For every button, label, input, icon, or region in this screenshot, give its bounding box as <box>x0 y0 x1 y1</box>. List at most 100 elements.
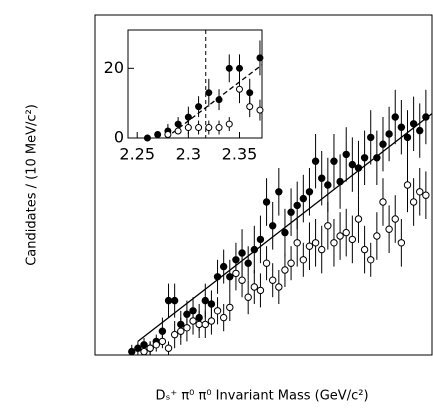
open-point <box>367 256 375 264</box>
open-point <box>195 124 203 132</box>
open-point <box>360 245 369 254</box>
open-point <box>170 330 179 339</box>
filled-point <box>293 201 301 210</box>
filled-point <box>174 120 182 128</box>
filled-point <box>164 296 173 305</box>
open-point <box>232 269 240 278</box>
filled-point <box>385 130 393 138</box>
open-point <box>177 327 185 335</box>
open-point <box>256 286 265 295</box>
filled-point <box>207 300 216 308</box>
filled-point <box>238 249 246 257</box>
filled-point <box>235 64 243 72</box>
open-point <box>268 276 277 284</box>
open-point <box>324 222 332 230</box>
filled-point <box>330 157 338 165</box>
fit-line <box>165 64 263 139</box>
open-point <box>416 188 424 196</box>
open-point <box>225 120 233 128</box>
filled-point <box>250 245 259 254</box>
filled-point <box>311 157 320 165</box>
open-point <box>215 124 223 132</box>
filled-point <box>170 296 179 305</box>
filled-point <box>256 235 265 244</box>
open-point <box>195 320 203 329</box>
filled-point <box>134 344 142 352</box>
filled-point <box>379 140 387 148</box>
filled-point <box>213 273 222 281</box>
open-point <box>330 239 338 247</box>
filled-point <box>128 347 136 356</box>
filled-point <box>397 123 406 131</box>
open-point <box>318 245 326 254</box>
filled-point <box>158 327 167 335</box>
open-point <box>146 344 154 352</box>
filled-point <box>225 64 233 72</box>
open-point <box>299 256 308 264</box>
y-tick-label: 0 <box>114 128 124 147</box>
open-point <box>184 124 192 132</box>
open-point <box>219 313 228 322</box>
filled-point <box>422 113 430 121</box>
open-point <box>201 320 209 329</box>
plot-frame <box>94 14 433 356</box>
open-point <box>281 266 289 274</box>
filled-point <box>275 188 283 196</box>
filled-point <box>391 113 399 121</box>
filled-point <box>336 177 344 186</box>
open-point <box>164 131 172 139</box>
filled-point <box>287 208 295 216</box>
open-point <box>293 239 301 247</box>
open-point <box>336 232 344 240</box>
x-tick-label: 2.35 <box>222 145 258 164</box>
filled-point <box>299 194 308 203</box>
filled-point <box>195 103 203 111</box>
open-point <box>238 276 246 284</box>
filled-point <box>281 228 289 237</box>
open-point <box>373 232 381 240</box>
filled-point <box>215 96 223 104</box>
x-axis-label: Dₛ⁺ π⁰ π⁰ Invariant Mass (GeV/c²) <box>155 389 368 404</box>
open-point <box>183 324 191 332</box>
open-point <box>174 127 182 135</box>
filled-point <box>373 154 381 162</box>
open-point <box>391 215 399 223</box>
filled-point <box>244 259 252 267</box>
open-point <box>250 283 259 291</box>
open-point <box>305 242 314 250</box>
open-point <box>256 106 264 114</box>
open-point <box>140 347 148 356</box>
filled-point <box>219 262 228 271</box>
filled-point <box>354 164 363 172</box>
open-point <box>164 344 173 352</box>
open-point <box>207 317 216 325</box>
y-axis-label: Candidates / (10 MeV/c²) <box>25 104 40 266</box>
filled-point <box>409 120 418 128</box>
open-point <box>275 283 283 291</box>
open-point <box>226 303 234 312</box>
open-point <box>287 259 295 267</box>
filled-point <box>367 133 375 142</box>
y-tick-label: 20 <box>104 58 124 77</box>
filled-point <box>205 89 213 97</box>
filled-point <box>416 126 424 135</box>
open-point <box>158 337 167 346</box>
open-point <box>422 191 430 199</box>
open-point <box>246 103 254 111</box>
filled-point <box>201 296 209 305</box>
open-point <box>342 228 350 237</box>
plot-frame <box>127 29 263 139</box>
filled-point <box>318 174 326 182</box>
open-point <box>311 239 320 247</box>
open-point <box>354 215 363 223</box>
open-point <box>213 307 222 315</box>
filled-point <box>246 89 254 97</box>
open-point <box>379 198 387 206</box>
open-point <box>262 259 271 267</box>
filled-point <box>324 181 332 189</box>
open-point <box>348 235 357 244</box>
open-point <box>403 181 412 189</box>
open-point <box>244 293 252 301</box>
x-tick-label: 2.3 <box>176 145 201 164</box>
